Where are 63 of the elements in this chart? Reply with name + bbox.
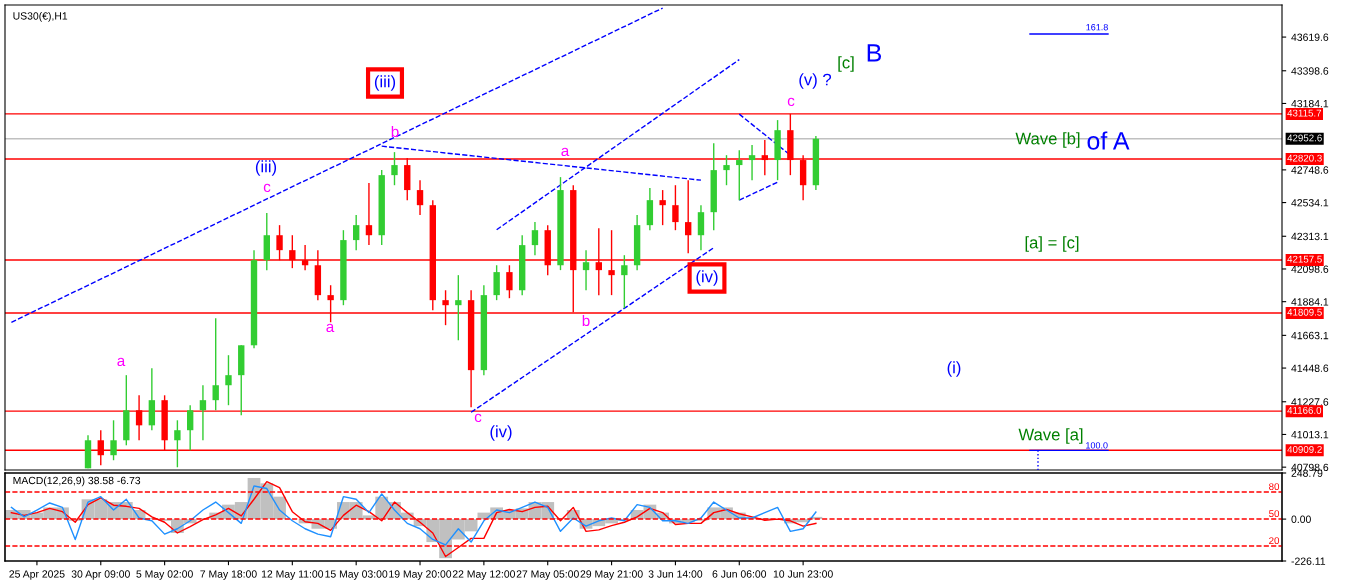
annotation: a bbox=[326, 323, 335, 333]
y-tick-label: 42748.6 bbox=[1291, 166, 1329, 174]
y-tick-label: 42098.6 bbox=[1291, 265, 1329, 273]
x-tick-label: 7 May 18:00 bbox=[200, 570, 257, 580]
annotation: of A bbox=[1087, 131, 1130, 150]
annotation: Wave [b] bbox=[1015, 132, 1080, 148]
x-tick-label: 19 May 20:00 bbox=[389, 570, 452, 580]
x-tick-label: 15 May 03:00 bbox=[325, 570, 388, 580]
annotation: b bbox=[391, 125, 399, 138]
annotation: (i) bbox=[947, 361, 961, 377]
x-tick-label: 27 May 05:00 bbox=[516, 570, 579, 580]
ref-line-label: 42157.5 bbox=[1287, 255, 1322, 263]
annotation: c bbox=[474, 413, 482, 423]
ref-line-label: 41809.5 bbox=[1287, 308, 1322, 316]
x-tick-label: 29 May 21:00 bbox=[580, 570, 643, 580]
y-tick-label: 43619.6 bbox=[1291, 33, 1329, 41]
x-tick-label: 10 Jun 23:00 bbox=[773, 570, 833, 578]
y-tick-label: -226.11 bbox=[1291, 557, 1326, 565]
annotation: a bbox=[561, 147, 570, 157]
y-tick-label: 41884.1 bbox=[1291, 298, 1329, 306]
ref-line-label: 43115.7 bbox=[1287, 109, 1322, 117]
y-tick-label: 0.00 bbox=[1291, 515, 1311, 523]
x-tick-label: 22 May 12:00 bbox=[452, 570, 516, 580]
ref-line-label: 80 bbox=[1269, 483, 1280, 491]
y-tick-label: 43398.6 bbox=[1291, 67, 1329, 75]
annotation: (iii) bbox=[255, 160, 277, 176]
annotation: c bbox=[787, 97, 795, 107]
x-tick-label: 30 Apr 09:00 bbox=[71, 570, 130, 580]
y-tick-label: 43184.1 bbox=[1291, 99, 1329, 108]
annotation: b bbox=[582, 314, 590, 327]
y-tick-label: 41448.6 bbox=[1291, 364, 1329, 372]
x-tick-label: 12 May 11:00 bbox=[261, 570, 324, 580]
annotation: (iv) bbox=[696, 270, 718, 286]
ref-line-label: 42952.6 bbox=[1287, 134, 1322, 142]
ref-line-label: 50 bbox=[1269, 510, 1280, 518]
annotation: B bbox=[867, 44, 882, 62]
x-tick-label: 5 May 02:00 bbox=[136, 570, 193, 580]
chart-title: MACD(12,26,9) 38.58 -6.73 bbox=[13, 476, 141, 487]
x-tick-label: 25 Apr 2025 bbox=[9, 570, 65, 580]
annotation: 100.0 bbox=[1086, 442, 1108, 449]
annotation: a bbox=[117, 357, 126, 367]
annotation: c bbox=[263, 183, 271, 193]
y-tick-label: 42534.1 bbox=[1291, 199, 1329, 207]
y-tick-label: 41227.6 bbox=[1291, 398, 1329, 406]
y-tick-label: 248.79 bbox=[1291, 469, 1323, 477]
annotation: (iii) bbox=[374, 75, 396, 91]
annotation: (iv) bbox=[490, 425, 512, 441]
y-tick-label: 41663.1 bbox=[1291, 331, 1329, 340]
annotation: 161.8 bbox=[1086, 24, 1108, 31]
y-tick-label: 41013.1 bbox=[1291, 430, 1329, 439]
ref-line-label: 40909.2 bbox=[1287, 446, 1322, 453]
annotation: [c] bbox=[838, 56, 854, 72]
annotation: Wave [a] bbox=[1018, 428, 1083, 444]
x-tick-label: 6 Jun 06:00 bbox=[712, 570, 767, 578]
ref-line-label: 20 bbox=[1269, 537, 1280, 545]
annotation: [a] = [c] bbox=[1025, 236, 1079, 252]
y-tick-label: 40798.6 bbox=[1291, 463, 1329, 472]
annotation: (v) ? bbox=[799, 73, 832, 89]
ref-line-label: 41166.0 bbox=[1287, 406, 1322, 414]
text: US30(€),H1 bbox=[13, 11, 68, 22]
ref-line-label: 42820.3 bbox=[1287, 154, 1322, 162]
x-tick-label: 3 Jun 14:00 bbox=[648, 570, 703, 578]
y-tick-label: 42313.1 bbox=[1291, 232, 1329, 241]
